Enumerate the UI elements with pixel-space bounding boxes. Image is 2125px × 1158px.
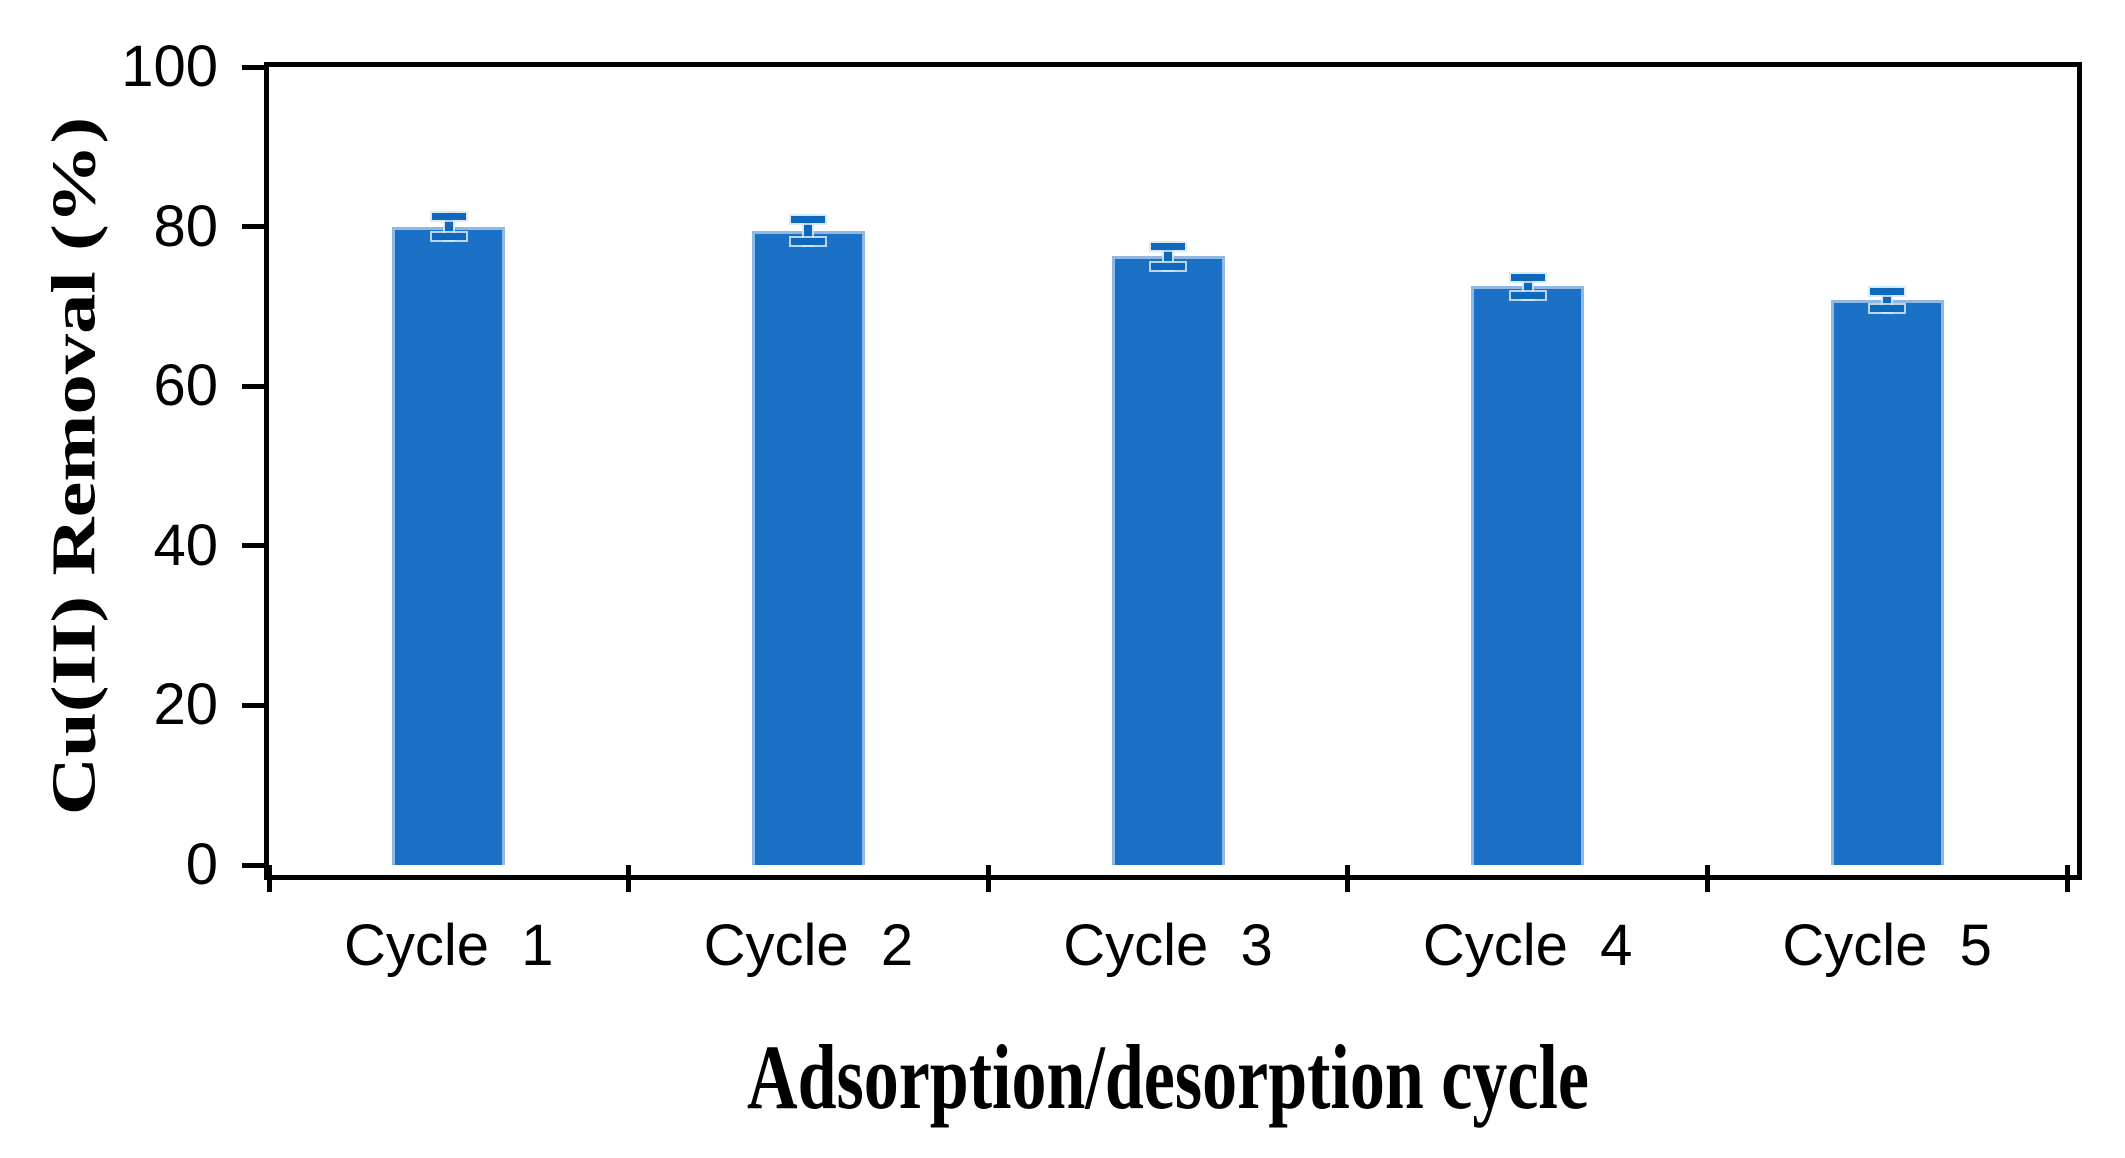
y-tick-label-80: 80 <box>153 193 218 259</box>
error-bar-stem-cycle-1 <box>444 213 453 241</box>
x-tick-5 <box>2064 865 2070 892</box>
error-bar-top-cap-cycle-2 <box>791 216 826 224</box>
error-bar-top-cap-cycle-3 <box>1151 242 1185 250</box>
x-tick-1 <box>626 865 632 892</box>
bar-cycle-1 <box>392 226 506 865</box>
y-axis-title-box: Cu(II) Removal (%) <box>0 62 150 870</box>
error-bar-stem-cycle-5 <box>1883 288 1892 312</box>
bar-cycle-5 <box>1830 300 1944 865</box>
bar-cycle-4 <box>1471 286 1585 865</box>
plot-area <box>264 62 2082 880</box>
y-tick-label-0: 0 <box>185 832 218 897</box>
x-axis-title: Adsorption/desorption cycle <box>747 1027 1589 1129</box>
error-bar-top-cap-cycle-5 <box>1870 288 1905 296</box>
error-bar-bottom-cap-cycle-4 <box>1510 292 1545 300</box>
y-tick-label-100: 100 <box>121 34 218 99</box>
x-tick-4 <box>1704 865 1710 892</box>
x-category-label-cycle-1: Cycle 1 <box>344 913 554 978</box>
error-bar-top-cap-cycle-1 <box>431 213 466 221</box>
x-category-label-cycle-5: Cycle 5 <box>1782 913 1992 978</box>
error-bar-bottom-cap-cycle-1 <box>431 233 466 241</box>
plot-inner <box>269 67 2067 865</box>
error-bar-stem-cycle-2 <box>804 216 813 245</box>
error-bar-top-cap-cycle-4 <box>1510 273 1545 281</box>
y-tick-label-40: 40 <box>153 512 218 578</box>
bar-cycle-3 <box>1111 256 1225 865</box>
y-tick-40 <box>242 543 269 549</box>
y-tick-0 <box>242 862 269 868</box>
x-category-label-cycle-2: Cycle 2 <box>703 913 914 978</box>
x-tick-0 <box>266 865 272 892</box>
bar-cycle-2 <box>751 230 865 865</box>
x-tick-2 <box>985 865 991 892</box>
y-tick-label-60: 60 <box>153 353 218 419</box>
error-bar-bottom-cap-cycle-2 <box>791 237 826 245</box>
error-bar-stem-cycle-4 <box>1523 273 1532 300</box>
y-tick-60 <box>242 383 269 389</box>
error-bar-bottom-cap-cycle-3 <box>1151 262 1185 270</box>
x-category-label-cycle-3: Cycle 3 <box>1063 913 1273 978</box>
y-tick-100 <box>242 64 269 70</box>
y-tick-80 <box>242 224 269 230</box>
error-bar-bottom-cap-cycle-5 <box>1870 304 1905 312</box>
x-category-label-cycle-4: Cycle 4 <box>1422 913 1633 978</box>
x-tick-3 <box>1345 865 1351 892</box>
error-bar-stem-cycle-3 <box>1164 242 1172 270</box>
y-tick-20 <box>242 702 269 708</box>
y-tick-label-20: 20 <box>153 672 218 738</box>
